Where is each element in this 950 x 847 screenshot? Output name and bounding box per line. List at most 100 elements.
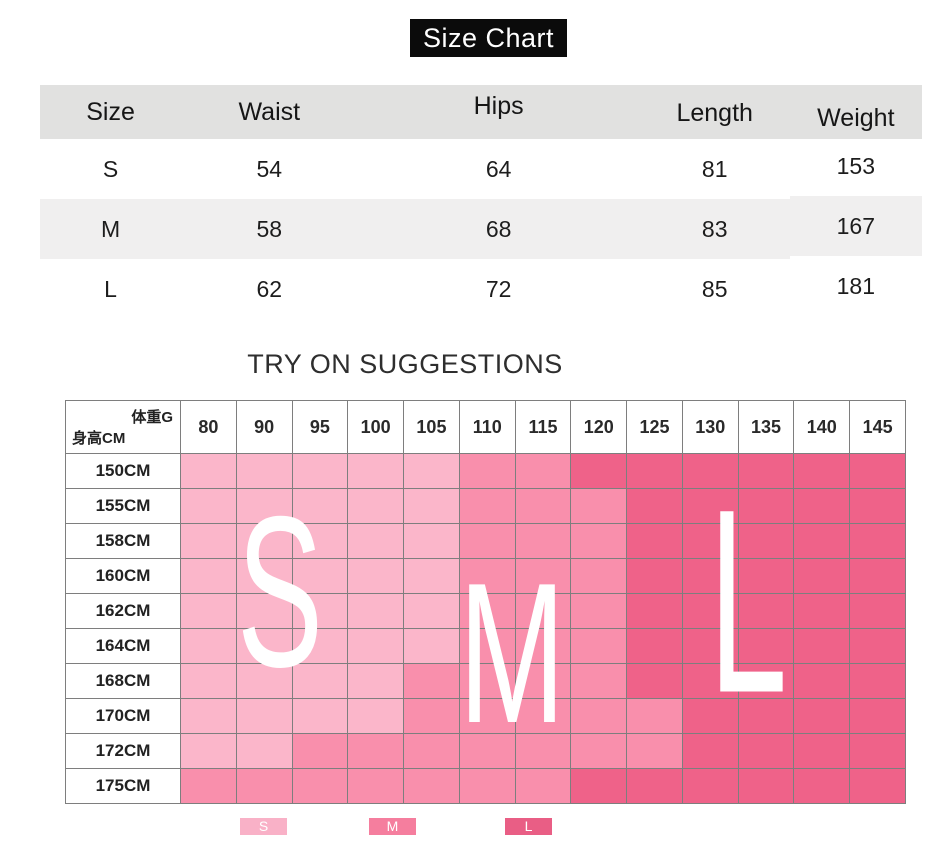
height-row-header: 158CM: [65, 523, 181, 559]
try-on-cell-size-l: [681, 768, 739, 804]
try-on-cell-size-l: [626, 453, 683, 489]
try-on-cell-size-s: [180, 733, 237, 769]
weight-axis-label: 体重G: [131, 409, 173, 426]
try-on-cell-size-s: [291, 558, 349, 594]
try-on-cell-size-m: [403, 698, 460, 734]
try-on-cell-size-s: [347, 593, 405, 629]
try-on-cell-size-l: [681, 523, 739, 559]
weight-column-header: 130: [681, 400, 739, 454]
try-on-cell-size-s: [291, 523, 349, 559]
weight-column-header: 120: [570, 400, 628, 454]
try-on-cell-size-m: [570, 523, 628, 559]
try-on-cell-size-m: [458, 768, 516, 804]
try-on-cell-size-m: [570, 733, 628, 769]
weight-column-header: 115: [514, 400, 572, 454]
try-on-cell-size-m: [458, 558, 516, 594]
try-on-cell-size-m: [347, 733, 405, 769]
try-on-cell-size-m: [458, 628, 516, 664]
try-on-cell-size-m: [514, 628, 572, 664]
try-on-cell-size-l: [737, 628, 795, 664]
try-on-cell-size-l: [849, 733, 906, 769]
try-on-cell-size-m: [570, 593, 628, 629]
try-on-cell-size-s: [235, 523, 293, 559]
try-on-cell-size-l: [849, 663, 906, 699]
try-on-cell-size-m: [458, 488, 516, 524]
size-table-cell: 58: [181, 199, 358, 259]
try-on-cell-size-s: [347, 453, 405, 489]
try-on-body: 150CM 155CM 158CM 160CM 162CM 164CM 168CM 170CM…: [65, 453, 906, 804]
try-on-cell-size-l: [849, 558, 906, 594]
try-on-cell-size-s: [180, 523, 237, 559]
try-on-cell-size-l: [737, 453, 795, 489]
try-on-cell-size-m: [403, 768, 460, 804]
try-on-cell-size-s: [403, 628, 460, 664]
try-on-cell-size-m: [180, 768, 237, 804]
try-on-cell-size-s: [347, 663, 405, 699]
try-on-cell-size-l: [681, 628, 739, 664]
try-on-cell-size-l: [737, 698, 795, 734]
size-table-row: M 58 68 83 167: [40, 196, 922, 259]
try-on-header-row: 体重G 身高CM 80 90 95 100 105 110 115 120 125 130 135 1…: [65, 400, 906, 454]
try-on-cell-size-l: [849, 523, 906, 559]
size-table-header-cell: Length: [639, 85, 790, 139]
try-on-cell-size-l: [793, 733, 851, 769]
try-on-cell-size-l: [681, 593, 739, 629]
try-on-cell-size-l: [793, 768, 851, 804]
try-on-cell-size-l: [681, 663, 739, 699]
try-on-cell-size-m: [570, 488, 628, 524]
try-on-cell-size-m: [626, 733, 683, 769]
try-on-row: 168CM: [65, 663, 906, 699]
try-on-row: 155CM: [65, 488, 906, 524]
size-table-row: L 62 72 85 181: [40, 259, 922, 319]
try-on-cell-size-l: [626, 523, 683, 559]
weight-column-header: 125: [626, 400, 683, 454]
height-row-header: 172CM: [65, 733, 181, 769]
try-on-cell-size-m: [514, 558, 572, 594]
weight-column-header: 105: [403, 400, 460, 454]
try-on-cell-size-l: [737, 593, 795, 629]
try-on-cell-size-s: [347, 488, 405, 524]
try-on-cell-size-s: [235, 453, 293, 489]
try-on-cell-size-m: [458, 733, 516, 769]
legend-swatch-l: L: [505, 818, 552, 835]
try-on-cell-size-s: [180, 558, 237, 594]
try-on-table: 体重G 身高CM 80 90 95 100 105 110 115 120 125 130 135 1…: [65, 400, 906, 804]
size-table-cell: 85: [701, 275, 728, 302]
size-table-header-cell: Hips: [357, 85, 640, 139]
try-on-cell-size-m: [458, 663, 516, 699]
try-on-row: 170CM: [65, 698, 906, 734]
try-on-cell-size-s: [291, 593, 349, 629]
try-on-cell-size-l: [849, 768, 906, 804]
try-on-grid: 体重G 身高CM 80 90 95 100 105 110 115 120 125 130 135 1…: [65, 400, 906, 808]
height-row-header: 175CM: [65, 768, 181, 804]
weight-column-header: 145: [849, 400, 906, 454]
try-on-cell-size-l: [849, 488, 906, 524]
try-on-cell-size-l: [793, 453, 851, 489]
height-row-header: 168CM: [65, 663, 181, 699]
try-on-cell-size-s: [180, 663, 237, 699]
try-on-row: 162CM: [65, 593, 906, 629]
try-on-cell-size-m: [458, 698, 516, 734]
height-row-header: 170CM: [65, 698, 181, 734]
try-on-cell-size-m: [570, 558, 628, 594]
try-on-row: 158CM: [65, 523, 906, 559]
try-on-cell-size-s: [235, 663, 293, 699]
try-on-cell-size-l: [626, 488, 683, 524]
size-table-cell: L: [104, 275, 117, 302]
try-on-cell-size-m: [403, 663, 460, 699]
size-table-cell: 181: [836, 272, 876, 299]
height-row-header: 162CM: [65, 593, 181, 629]
try-on-cell-size-l: [681, 453, 739, 489]
try-on-cell-size-m: [570, 628, 628, 664]
try-on-cell-size-s: [235, 733, 293, 769]
try-on-cell-size-l: [626, 768, 683, 804]
try-on-cell-size-s: [180, 593, 237, 629]
try-on-cell-size-l: [793, 698, 851, 734]
try-on-cell-size-m: [514, 663, 572, 699]
try-on-cell-size-l: [737, 663, 795, 699]
size-table-header-cell: Size: [40, 85, 182, 139]
try-on-cell-size-m: [570, 663, 628, 699]
try-on-cell-size-s: [235, 628, 293, 664]
size-table-cell: 83: [639, 199, 790, 259]
try-on-cell-size-s: [235, 558, 293, 594]
